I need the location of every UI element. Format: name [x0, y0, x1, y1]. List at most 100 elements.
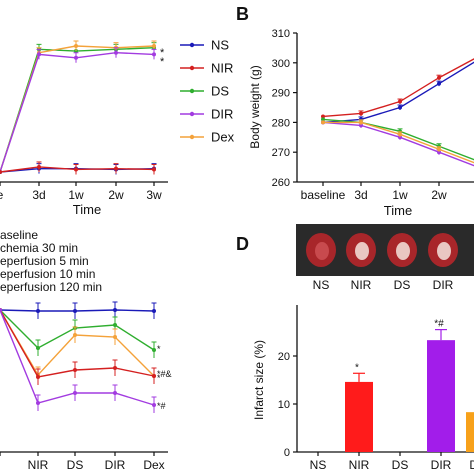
panel-d-x-ticks: NS NIR DS DIR Dex	[310, 452, 474, 472]
heart-slice-infarct-area	[355, 242, 369, 260]
heart-slice-infarct-area	[396, 242, 410, 260]
panel-b-x-axis-label: Time	[384, 203, 412, 218]
panel-b-point-dir	[359, 123, 363, 128]
panel-a-top-annotations: **	[160, 47, 165, 68]
infarct-photo-label: NIR	[351, 278, 372, 292]
panel-b-point-dex	[321, 120, 325, 125]
panel-d-x-tick-label: DIR	[431, 458, 452, 472]
legend-label-nir: NIR	[211, 61, 233, 76]
panel-a-top-point-nir	[152, 167, 156, 172]
panel-c-point-ns	[73, 309, 77, 313]
panel-d-x-tick-label: NIR	[349, 458, 370, 472]
panel-c-annotations: **#&**#	[157, 344, 172, 411]
panel-a-top-point-nir	[37, 164, 41, 169]
panel-a-top-series	[0, 40, 157, 175]
panel-b-point-dex	[359, 120, 363, 125]
panel-b-point-dex	[437, 147, 441, 152]
panel-a-top-line-dex	[0, 45, 155, 173]
panel-c-point-nir	[73, 368, 77, 372]
heart-slice-infarct-area	[437, 242, 451, 260]
panel-d-x-tick-label: Dex	[469, 458, 474, 472]
panel-b-y-tick-label: 310	[272, 28, 290, 40]
infarct-photo-strip: NS NIR DS DIR	[296, 224, 474, 292]
legend-marker-dex	[189, 134, 195, 140]
panel-b-x-ticks: baseline 3d 1w 2w	[301, 182, 447, 202]
panel-c-point-dir	[73, 391, 77, 395]
panel-b-point-nir	[359, 111, 363, 116]
bar-significance-mark: *#	[434, 319, 444, 330]
panel-c-point-ns	[152, 309, 156, 313]
panel-b-y-tick-label: 290	[272, 88, 290, 100]
panel-b-y-tick-label: 300	[272, 58, 290, 70]
panel-b-point-dex	[398, 132, 402, 137]
panel-c-line-ns	[0, 309, 155, 312]
infarct-photo-label: DS	[394, 278, 411, 292]
timeline-item: aseline	[0, 228, 38, 242]
panel-a-top-point-dex	[74, 44, 78, 48]
panel-c-point-nir	[113, 366, 117, 370]
timeline-item: chemia 30 min	[0, 241, 78, 255]
panel-c-line-ds	[0, 309, 155, 351]
infarct-photo-label: DIR	[433, 278, 454, 292]
panel-d-y-axis-label: Infarct size (%)	[252, 340, 266, 420]
infarct-photo-label: NS	[313, 278, 330, 292]
panel-b-y-axis-label: Body weight (g)	[248, 65, 262, 148]
panel-b-x-tick-label: 2w	[431, 188, 447, 202]
panel-b-y-tick-label: 260	[272, 177, 290, 189]
panel-c-point-nir	[36, 375, 40, 379]
panel-c-x-tick-label: DS	[67, 458, 84, 472]
legend-label-ns: NS	[211, 38, 229, 53]
panel-c-series	[0, 301, 157, 413]
panel-a-top-line-ds	[0, 46, 155, 173]
panel-b-point-nir	[437, 75, 441, 80]
panel-c-point-ds	[36, 346, 40, 350]
panel-d-y-tick-label: 20	[278, 351, 290, 363]
panel-c-point-ns	[113, 308, 117, 312]
panel-c-point-ds	[152, 348, 156, 352]
panel-b-point-ds	[321, 117, 325, 122]
panel-b-x-tick-label: 1w	[392, 188, 408, 202]
panel-c-point-dir	[36, 401, 40, 405]
panel-c-point-dex	[73, 333, 77, 337]
panel-b-line-ns	[322, 61, 474, 124]
timeline-item: eperfusion 120 min	[0, 280, 102, 294]
panel-b-y-ticks: 260 270 280 290 300 310	[272, 28, 297, 189]
panel-c: NIR DS DIR Dex **#&**#	[0, 301, 172, 472]
panel-b-point-dir	[437, 150, 441, 155]
legend-marker-nir	[189, 65, 195, 71]
panel-b: B 260 270 280 290 300 310 baseline 3d 1w 2w Body…	[236, 4, 474, 218]
panel-a-top-point-dir	[114, 50, 118, 55]
panel-c-x-tick-label: DIR	[105, 458, 126, 472]
panel-c-point-nir	[152, 374, 156, 378]
panel-b-letter: B	[236, 4, 249, 24]
legend: NS NIR DS DIR Dex	[180, 38, 235, 145]
panel-b-line-ds	[322, 118, 474, 161]
panel-a-top-point-dir	[74, 55, 78, 60]
panel-c-point-dir	[152, 403, 156, 407]
legend-marker-ds	[189, 88, 195, 94]
panel-a-top-point-dex	[152, 44, 156, 48]
panel-c-significance-mark: *#&	[157, 369, 172, 379]
timeline-item: eperfusion 10 min	[0, 267, 95, 281]
legend-marker-dir	[189, 111, 195, 117]
panel-a-top: e 3d 1w 2w 3w Time **	[0, 40, 168, 217]
panel-c-significance-mark: *	[157, 344, 161, 354]
bar-dir	[427, 340, 455, 452]
panel-a-top-point-dir	[152, 52, 156, 57]
legend-label-dex: Dex	[211, 130, 235, 145]
panel-d-letter: D	[236, 234, 249, 254]
legend-marker-ns	[189, 42, 195, 48]
panel-a-top-point-nir	[114, 166, 118, 171]
panel-d-bars: * *#	[345, 319, 474, 452]
panel-b-series	[321, 58, 474, 167]
panel-c-significance-mark: *	[157, 373, 161, 383]
bar-dex	[466, 412, 474, 452]
legend-label-dir: DIR	[211, 107, 233, 122]
panel-a-top-x-axis-label: Time	[73, 202, 101, 217]
panel-c-x-ticks: NIR DS DIR Dex	[0, 452, 165, 472]
heart-slice-infarct-area	[315, 242, 329, 260]
panel-b-y-tick-label: 270	[272, 147, 290, 159]
panel-d-x-tick-label: NS	[310, 458, 327, 472]
timeline-item: eperfusion 5 min	[0, 254, 89, 268]
